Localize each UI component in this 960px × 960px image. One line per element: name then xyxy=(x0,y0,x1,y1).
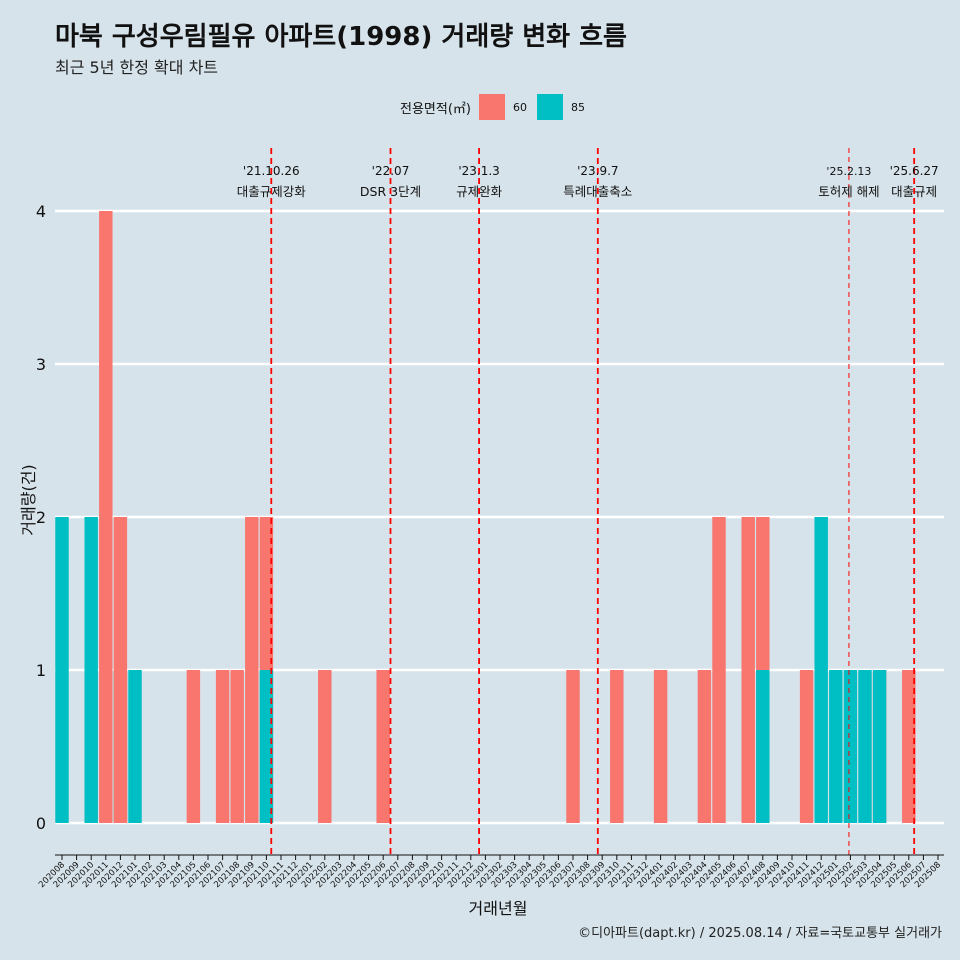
event-date-label: '25.2.13 xyxy=(826,165,871,178)
legend-key-85 xyxy=(536,94,563,120)
y-tick-label: 4 xyxy=(36,202,46,221)
bar xyxy=(245,517,259,823)
legend-title: 전용면적(㎡) xyxy=(400,101,471,117)
bar xyxy=(610,670,624,823)
chart-title: 마북 구성우림필유 아파트(1998) 거래량 변화 흐름 xyxy=(55,22,627,52)
x-axis-title: 거래년월 xyxy=(469,899,528,918)
bar xyxy=(84,517,98,823)
bar xyxy=(843,670,858,823)
event-label: 대출규제 xyxy=(891,184,937,199)
bar xyxy=(814,517,828,823)
bar xyxy=(712,517,726,823)
bar xyxy=(653,670,668,823)
bar xyxy=(799,670,814,823)
event-label: 토허제 해제 xyxy=(818,184,879,199)
bar xyxy=(376,670,390,823)
bar xyxy=(697,670,712,823)
event-label: 규제완화 xyxy=(456,184,503,199)
bar xyxy=(128,670,142,823)
bar xyxy=(55,517,69,823)
y-tick-label: 0 xyxy=(36,814,46,833)
bar xyxy=(259,670,274,823)
event-date-label: '21.10.26 xyxy=(243,164,300,178)
event-label: DSR 3단계 xyxy=(360,184,421,199)
legend-key-60 xyxy=(478,94,505,120)
event-label: 대출규제강화 xyxy=(237,184,307,199)
bar xyxy=(186,670,201,823)
legend-label-60: 60 xyxy=(512,100,527,114)
bar xyxy=(829,670,843,823)
source-caption: ©디아파트(dapt.kr) / 2025.08.14 / 자료=국토교통부 실… xyxy=(578,926,942,941)
event-date-label: '23.1.3 xyxy=(458,164,499,178)
y-axis-title: 거래량(건) xyxy=(19,464,38,535)
legend-label-85: 85 xyxy=(570,100,585,114)
event-date-label: '23.9.7 xyxy=(577,164,618,178)
bar xyxy=(318,670,332,823)
chart-subtitle: 최근 5년 한정 확대 차트 xyxy=(55,58,219,77)
bar xyxy=(113,517,128,823)
bar xyxy=(230,670,244,823)
y-tick-label: 1 xyxy=(36,661,46,680)
bar xyxy=(741,517,755,823)
y-tick-label: 2 xyxy=(36,508,46,527)
bar xyxy=(99,211,113,823)
bar xyxy=(756,670,770,823)
bar xyxy=(872,670,887,823)
bar xyxy=(902,670,916,823)
bar xyxy=(858,670,872,823)
bar xyxy=(566,670,580,823)
event-date-label: '25.6.27 xyxy=(890,164,939,178)
y-tick-label: 3 xyxy=(36,355,46,374)
event-label: 특례대출축소 xyxy=(563,184,632,199)
legend: 전용면적(㎡) 60 85 xyxy=(400,93,595,121)
event-date-label: '22.07 xyxy=(372,164,410,178)
bar xyxy=(215,670,230,823)
